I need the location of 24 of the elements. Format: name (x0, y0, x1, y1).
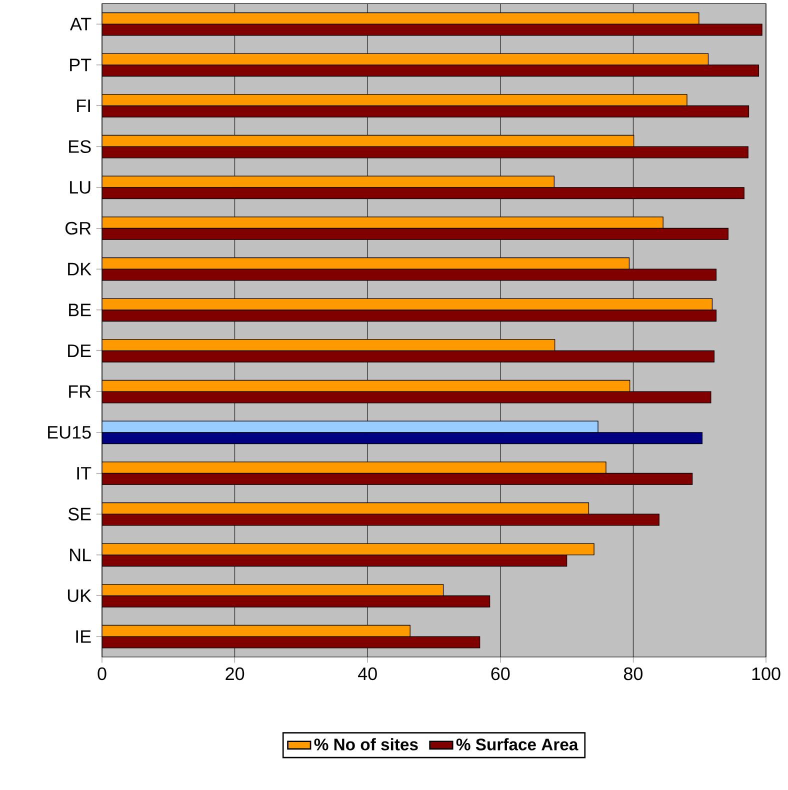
x-tick-label: 60 (491, 667, 510, 680)
y-tick-label: DK (68, 262, 92, 276)
y-tick-label: EU15 (48, 426, 91, 439)
y-tick-label: AT (70, 18, 92, 30)
y-tick-label: GR (65, 222, 91, 235)
y-tick-label: IE (76, 630, 91, 643)
y-tick-label: ES (69, 140, 91, 153)
y-tick-label: IT (77, 467, 92, 480)
legend-label: % Surface Area (456, 738, 578, 750)
y-tick-label: BE (69, 304, 91, 316)
y-tick-label: LU (70, 181, 90, 194)
x-tick-label: 40 (358, 667, 377, 680)
y-tick-label: FI (77, 100, 90, 112)
x-tick-label: 20 (226, 667, 244, 680)
y-tick-label: NL (70, 548, 91, 562)
x-tick-label: 0 (98, 667, 106, 680)
y-tick-label: FR (69, 385, 91, 398)
legend-label: % No of sites (314, 738, 418, 750)
y-tick-label: SE (68, 508, 91, 520)
y-tick-label: UK (68, 589, 92, 602)
y-tick-label: PT (70, 58, 92, 72)
x-tick-label: 80 (624, 667, 642, 680)
y-tick-label: DE (68, 344, 91, 357)
x-tick-label: 100 (752, 667, 780, 680)
